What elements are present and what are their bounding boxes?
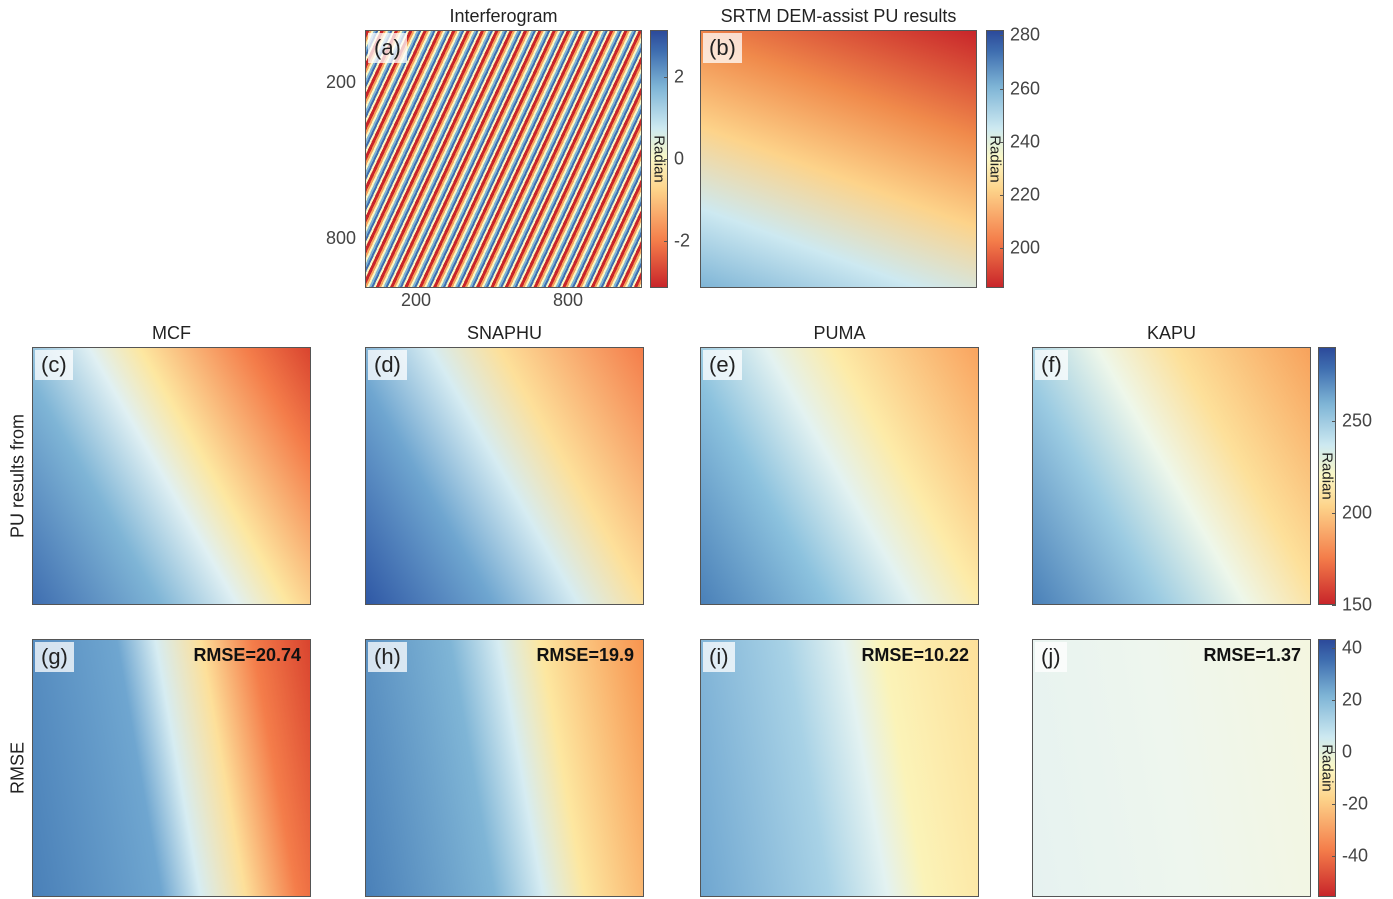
- y-tick-label: 800: [326, 228, 356, 249]
- colorbar-tick-label: 0: [674, 149, 684, 170]
- colorbar-tick: [1332, 804, 1336, 805]
- rmse-label: RMSE=1.37: [1200, 644, 1304, 667]
- colorbar-tick: [1332, 421, 1336, 422]
- image-panel: (g) RMSE=20.74: [32, 639, 311, 897]
- colorbar-tick: [1332, 856, 1336, 857]
- row-label: PU results from: [8, 414, 29, 538]
- colorbar-tick: [1332, 752, 1336, 753]
- image-panel: (e): [700, 347, 979, 605]
- image-panel: (a): [365, 30, 642, 288]
- colorbar-tick-label: -20: [1342, 793, 1368, 814]
- panel-label: (h): [368, 642, 407, 672]
- colorbar-tick: [664, 77, 668, 78]
- colorbar-tick: [1000, 248, 1004, 249]
- colorbar-tick: [1332, 513, 1336, 514]
- panel-label: (a): [368, 33, 407, 63]
- rmse-label: RMSE=10.22: [858, 644, 972, 667]
- figure: (a) Interferogram (b) SRTM DEM-assist PU re…: [0, 0, 1393, 899]
- panel-title: PUMA: [813, 323, 865, 344]
- colorbar-tick-label: 150: [1342, 595, 1372, 616]
- colorbar-tick-label: 240: [1010, 131, 1040, 152]
- colorbar-tick-label: 200: [1010, 238, 1040, 259]
- image-panel: (b): [700, 30, 977, 288]
- colorbar-tick: [664, 159, 668, 160]
- colorbar-tick-label: -40: [1342, 845, 1368, 866]
- image-panel: (i) RMSE=10.22: [700, 639, 979, 897]
- colorbar-tick-label: 40: [1342, 638, 1362, 659]
- panel-label: (i): [703, 642, 735, 672]
- panel-title: Interferogram: [449, 6, 557, 27]
- colorbar-tick: [664, 241, 668, 242]
- panel-title: SNAPHU: [467, 323, 542, 344]
- x-tick-label: 200: [401, 290, 431, 311]
- colorbar-tick-label: 20: [1342, 689, 1362, 710]
- colorbar-tick-label: 260: [1010, 78, 1040, 99]
- panel-title: KAPU: [1147, 323, 1196, 344]
- colorbar: Radain: [1318, 639, 1336, 897]
- colorbar: Radian: [986, 30, 1004, 288]
- colorbar-tick-label: 220: [1010, 184, 1040, 205]
- colorbar-tick-label: 0: [1342, 741, 1352, 762]
- image-panel: (h) RMSE=19.9: [365, 639, 644, 897]
- panel-label: (b): [703, 33, 742, 63]
- colorbar-tick: [1332, 700, 1336, 701]
- panel-label: (j): [1035, 642, 1067, 672]
- panel-label: (f): [1035, 350, 1068, 380]
- image-panel: (c): [32, 347, 311, 605]
- panel-title: MCF: [152, 323, 191, 344]
- image-panel: (d): [365, 347, 644, 605]
- panel-title: SRTM DEM-assist PU results: [721, 6, 957, 27]
- colorbar-tick-label: 2: [674, 66, 684, 87]
- y-tick-label: 200: [326, 72, 356, 93]
- rmse-label: RMSE=20.74: [190, 644, 304, 667]
- colorbar-tick: [1000, 142, 1004, 143]
- colorbar-label: Radian: [1319, 452, 1336, 500]
- image-panel: (f): [1032, 347, 1311, 605]
- panel-label: (e): [703, 350, 742, 380]
- colorbar-tick: [1000, 35, 1004, 36]
- colorbar-tick-label: 250: [1342, 410, 1372, 431]
- colorbar-tick: [1332, 648, 1336, 649]
- panel-label: (d): [368, 350, 407, 380]
- panel-label: (c): [35, 350, 73, 380]
- image-panel: (j) RMSE=1.37: [1032, 639, 1311, 897]
- colorbar-tick-label: 200: [1342, 502, 1372, 523]
- colorbar-tick: [1000, 89, 1004, 90]
- colorbar: Radian: [1318, 347, 1336, 605]
- row-label: RMSE: [8, 742, 29, 794]
- x-tick-label: 800: [553, 290, 583, 311]
- panel-label: (g): [35, 642, 74, 672]
- colorbar-tick: [1332, 605, 1336, 606]
- colorbar-tick-label: 280: [1010, 25, 1040, 46]
- rmse-label: RMSE=19.9: [533, 644, 637, 667]
- colorbar-tick: [1000, 195, 1004, 196]
- colorbar-tick-label: -2: [674, 231, 690, 252]
